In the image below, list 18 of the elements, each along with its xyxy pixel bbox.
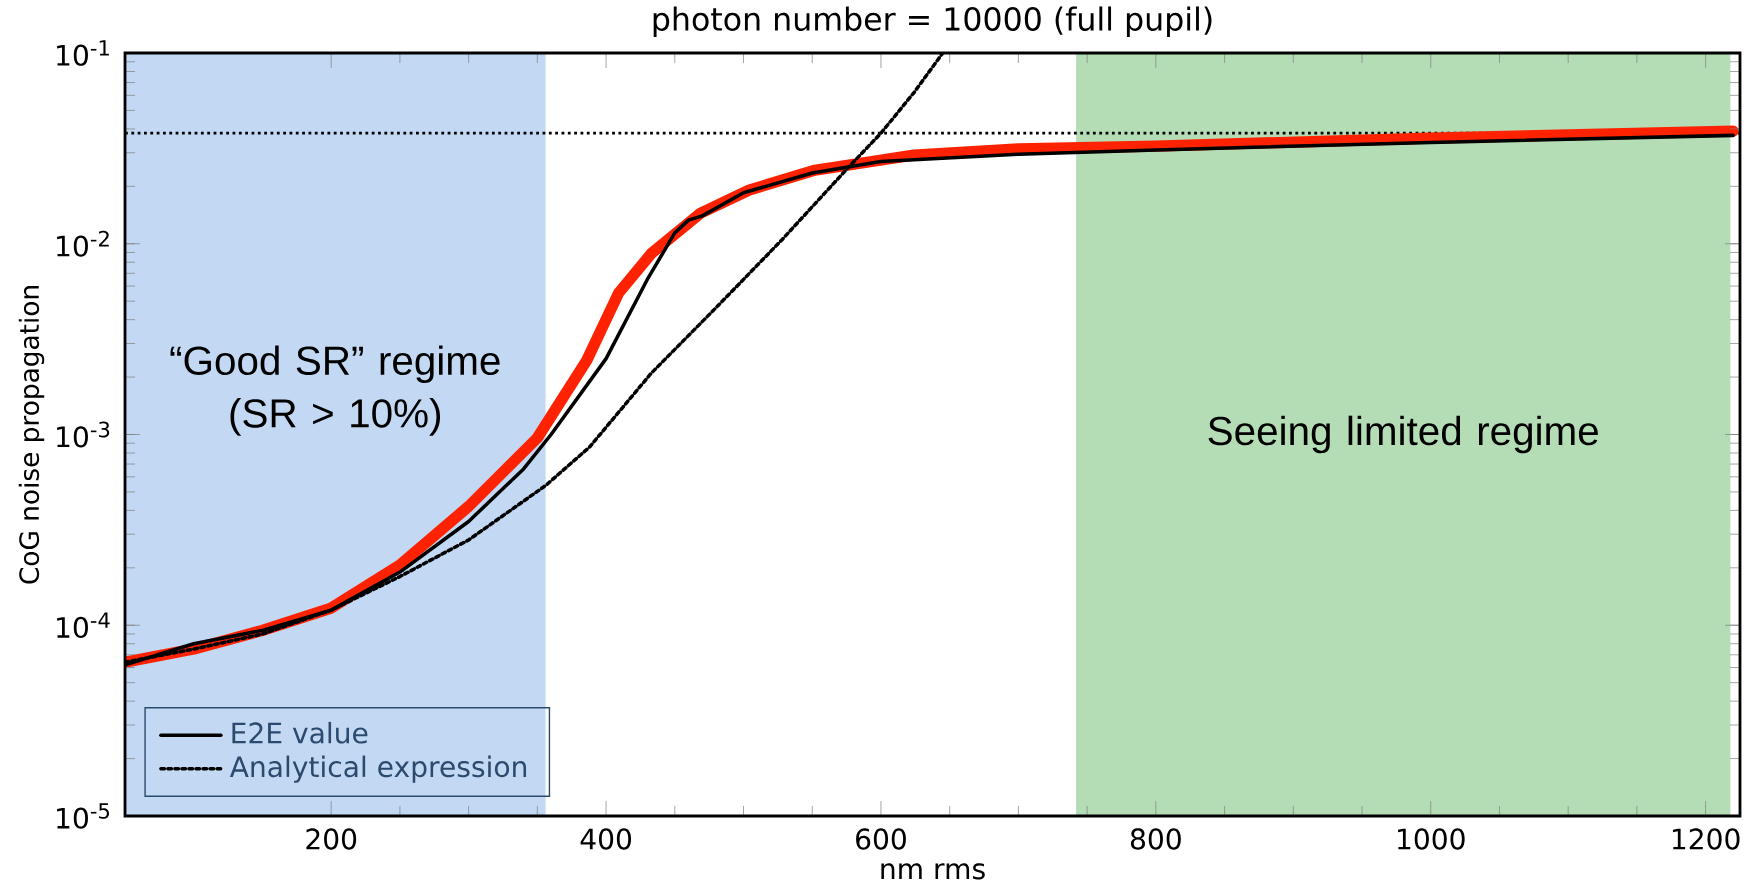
legend-label: Analytical expression [229,755,527,783]
y-axis-title: CoG noise propagation [18,286,45,584]
y-tick-label: 10$^{-4}$ [57,612,110,639]
chart-title: photon number = 10000 (full pupil) [653,6,1212,38]
x-axis-title: nm rms [881,863,985,880]
legend-label: E2E value [232,721,368,744]
band-label: “Good SR” regime (SR > 10%) [170,345,500,436]
y-tick-label: 10$^{-1}$ [57,40,109,66]
x-tick-label: 400 [580,828,632,850]
x-tick-label: 600 [856,828,906,850]
x-tick-label: 200 [306,828,357,850]
x-tick-label: 1000 [1398,828,1465,850]
y-tick-label: 10$^{-2}$ [57,230,109,257]
x-tick-label: 800 [1130,828,1181,850]
y-tick-label: 10$^{-5}$ [57,803,109,829]
y-tick-label: 10$^{-3}$ [57,421,110,448]
band-label: Seeing limited regime [1208,415,1598,454]
x-tick-label: 1200 [1672,828,1740,850]
